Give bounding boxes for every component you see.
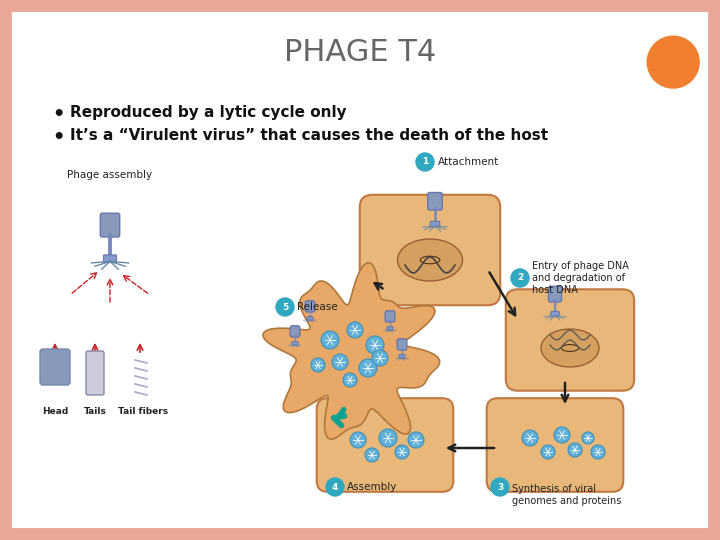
Circle shape: [350, 432, 366, 448]
Text: Entry of phage DNA
and degradation of
host DNA: Entry of phage DNA and degradation of ho…: [532, 261, 629, 295]
FancyBboxPatch shape: [549, 286, 562, 302]
FancyBboxPatch shape: [86, 351, 104, 395]
Text: 2: 2: [517, 273, 523, 282]
Circle shape: [511, 269, 529, 287]
Circle shape: [366, 336, 384, 354]
Circle shape: [311, 358, 325, 372]
Circle shape: [326, 478, 344, 496]
Circle shape: [395, 445, 409, 459]
Circle shape: [332, 354, 348, 370]
FancyBboxPatch shape: [360, 195, 500, 305]
FancyBboxPatch shape: [317, 398, 454, 492]
Circle shape: [379, 429, 397, 447]
FancyBboxPatch shape: [292, 342, 298, 346]
Text: PHAGE T4: PHAGE T4: [284, 38, 436, 67]
Circle shape: [408, 432, 424, 448]
FancyBboxPatch shape: [40, 349, 70, 385]
FancyBboxPatch shape: [307, 316, 313, 321]
Text: 5: 5: [282, 302, 288, 312]
Ellipse shape: [541, 329, 599, 367]
Circle shape: [372, 350, 388, 366]
Circle shape: [276, 298, 294, 316]
FancyBboxPatch shape: [100, 213, 120, 237]
Circle shape: [554, 427, 570, 443]
FancyBboxPatch shape: [397, 339, 407, 350]
Circle shape: [522, 430, 538, 446]
Polygon shape: [263, 262, 440, 439]
FancyBboxPatch shape: [399, 355, 405, 359]
Circle shape: [591, 445, 605, 459]
Text: 3: 3: [497, 483, 503, 491]
Circle shape: [347, 322, 363, 338]
Circle shape: [416, 153, 434, 171]
FancyBboxPatch shape: [431, 221, 440, 227]
Circle shape: [321, 331, 339, 349]
Text: 1: 1: [422, 158, 428, 166]
FancyBboxPatch shape: [290, 326, 300, 337]
FancyBboxPatch shape: [387, 327, 393, 330]
Text: 4: 4: [332, 483, 338, 491]
Circle shape: [491, 478, 509, 496]
Circle shape: [582, 432, 594, 444]
FancyBboxPatch shape: [305, 301, 315, 312]
FancyBboxPatch shape: [428, 192, 442, 210]
Circle shape: [647, 36, 699, 88]
Text: Reproduced by a lytic cycle only: Reproduced by a lytic cycle only: [70, 105, 346, 120]
FancyBboxPatch shape: [551, 312, 559, 316]
FancyBboxPatch shape: [487, 398, 624, 492]
Text: Attachment: Attachment: [438, 157, 499, 167]
FancyBboxPatch shape: [104, 255, 117, 262]
Circle shape: [365, 448, 379, 462]
Text: It’s a “Virulent virus” that causes the death of the host: It’s a “Virulent virus” that causes the …: [70, 128, 548, 143]
Text: Assembly: Assembly: [347, 482, 397, 492]
Text: Release: Release: [297, 302, 338, 312]
Circle shape: [343, 373, 357, 387]
FancyBboxPatch shape: [505, 289, 634, 391]
Text: •: •: [52, 128, 64, 147]
Circle shape: [541, 445, 555, 459]
FancyBboxPatch shape: [385, 311, 395, 322]
Ellipse shape: [397, 239, 462, 281]
Text: Head: Head: [42, 407, 68, 416]
Text: Synthesis of viral
genomes and proteins: Synthesis of viral genomes and proteins: [512, 484, 621, 506]
Circle shape: [359, 359, 377, 377]
Text: Tail fibers: Tail fibers: [118, 407, 168, 416]
Circle shape: [568, 443, 582, 457]
Text: Phage assembly: Phage assembly: [68, 170, 153, 180]
Text: •: •: [52, 105, 64, 124]
Text: Tails: Tails: [84, 407, 107, 416]
